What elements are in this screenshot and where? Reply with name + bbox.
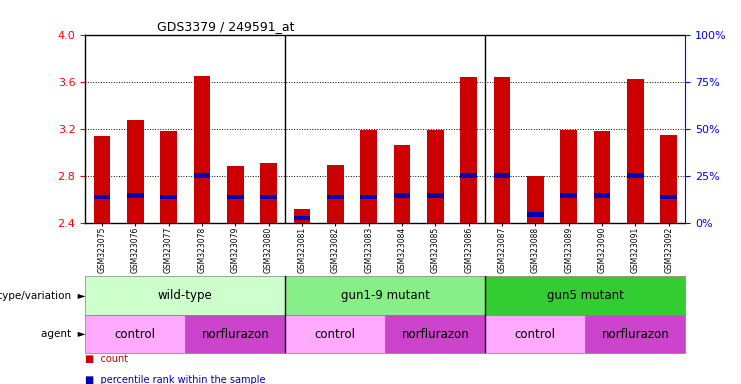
Bar xyxy=(185,315,285,353)
Bar xyxy=(360,195,377,199)
Text: norflurazon: norflurazon xyxy=(202,328,269,341)
Bar xyxy=(85,315,185,353)
Bar xyxy=(327,195,344,199)
Text: ■  percentile rank within the sample: ■ percentile rank within the sample xyxy=(85,375,266,384)
Bar xyxy=(160,131,177,223)
Bar xyxy=(360,130,377,223)
Bar xyxy=(627,174,644,178)
Text: genotype/variation  ►: genotype/variation ► xyxy=(0,291,85,301)
Text: GDS3379 / 249591_at: GDS3379 / 249591_at xyxy=(157,20,295,33)
Bar xyxy=(385,315,485,353)
Bar xyxy=(527,212,544,217)
Bar xyxy=(193,76,210,223)
Bar xyxy=(327,165,344,223)
Bar xyxy=(585,315,685,353)
Bar xyxy=(285,315,385,353)
Bar xyxy=(527,176,544,223)
Text: control: control xyxy=(315,328,356,341)
Bar xyxy=(460,174,477,178)
Text: norflurazon: norflurazon xyxy=(602,328,669,341)
Bar xyxy=(85,276,285,315)
Bar xyxy=(93,195,110,199)
Text: agent  ►: agent ► xyxy=(41,329,85,339)
Bar xyxy=(594,131,611,223)
Bar xyxy=(560,130,577,223)
Bar xyxy=(660,134,677,223)
Bar xyxy=(93,136,110,223)
Bar xyxy=(494,77,511,223)
Text: control: control xyxy=(115,328,156,341)
Bar xyxy=(427,130,444,223)
Text: gun1-9 mutant: gun1-9 mutant xyxy=(341,289,430,302)
Bar xyxy=(260,195,277,199)
Text: ■  count: ■ count xyxy=(85,354,128,364)
Bar xyxy=(393,145,411,223)
Text: control: control xyxy=(515,328,556,341)
Bar xyxy=(460,77,477,223)
Bar xyxy=(227,166,244,223)
Bar xyxy=(127,121,144,223)
Bar xyxy=(660,195,677,199)
Bar xyxy=(227,195,244,199)
Bar xyxy=(127,194,144,198)
Bar xyxy=(393,194,411,198)
Bar xyxy=(485,276,685,315)
Bar xyxy=(285,276,485,315)
Bar xyxy=(260,163,277,223)
Bar xyxy=(494,174,511,178)
Bar xyxy=(485,315,585,353)
Text: wild-type: wild-type xyxy=(158,289,213,302)
Bar xyxy=(560,194,577,198)
Bar xyxy=(160,195,177,199)
Text: norflurazon: norflurazon xyxy=(402,328,469,341)
Bar xyxy=(427,194,444,198)
Text: gun5 mutant: gun5 mutant xyxy=(547,289,624,302)
Bar xyxy=(293,216,310,220)
Bar xyxy=(193,174,210,178)
Bar xyxy=(594,194,611,198)
Bar xyxy=(627,79,644,223)
Bar xyxy=(293,209,310,223)
